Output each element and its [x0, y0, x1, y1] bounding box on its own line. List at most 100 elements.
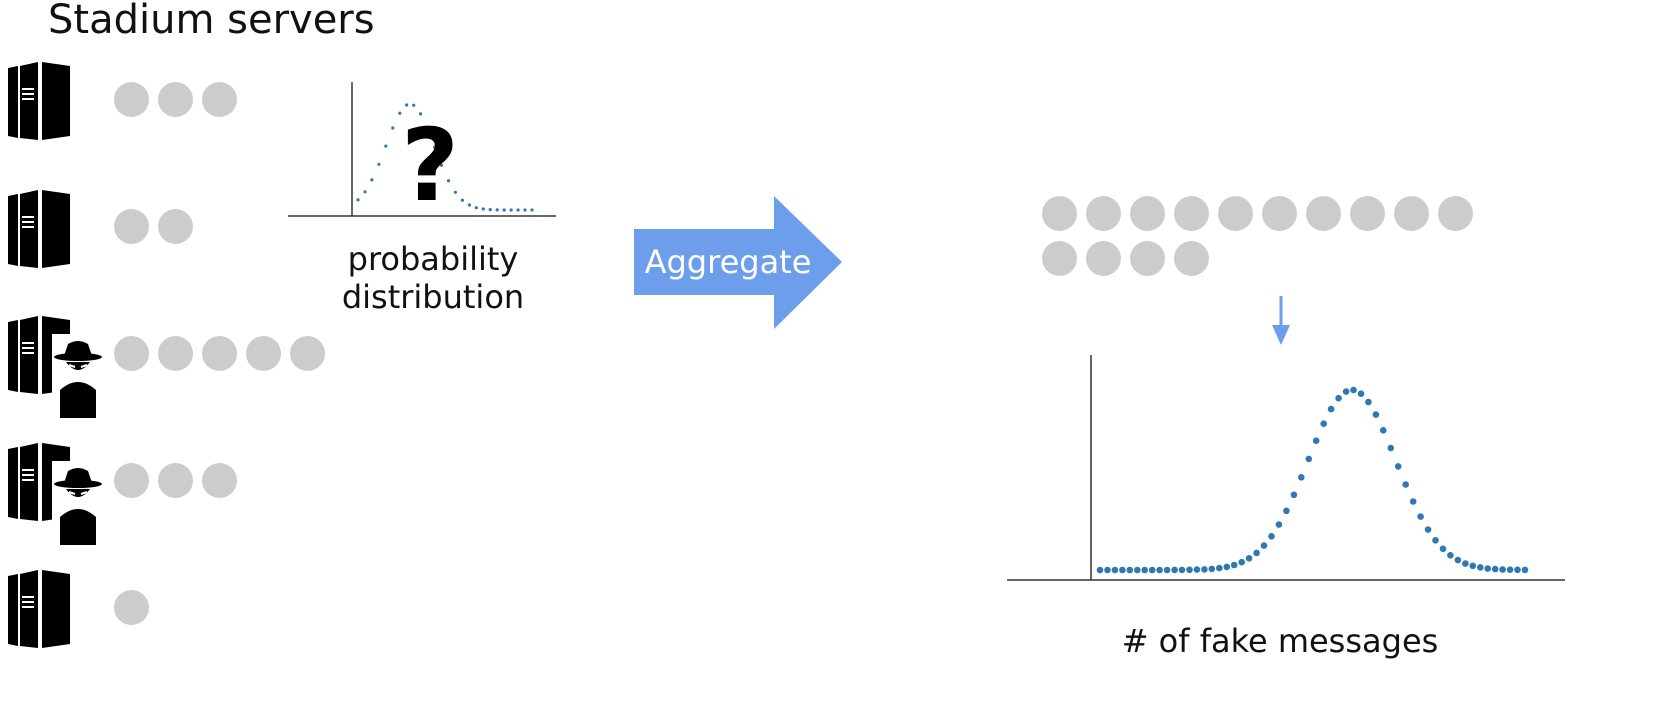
message-dot: [1130, 241, 1165, 276]
message-dot: [158, 209, 193, 244]
distribution-point: [1380, 427, 1387, 434]
distribution-point: [481, 207, 485, 211]
message-dot: [1394, 196, 1429, 231]
distribution-point: [1245, 555, 1253, 562]
server-icon: [8, 570, 70, 648]
message-dot: [1306, 196, 1341, 231]
distribution-point: [1424, 526, 1432, 533]
message-dot: [158, 463, 193, 498]
distribution-point: [1096, 566, 1104, 574]
distribution-point: [1230, 561, 1238, 569]
message-dot: [158, 336, 193, 371]
distribution-point: [1402, 481, 1409, 488]
distribution-point: [1283, 507, 1290, 515]
distribution-point: [1521, 566, 1529, 574]
distribution-point: [530, 208, 534, 212]
message-dot: [114, 463, 149, 498]
message-dot: [1042, 241, 1077, 276]
distribution-point: [1171, 566, 1178, 574]
distribution-point: [1163, 566, 1171, 574]
distribution-point: [1111, 566, 1119, 574]
distribution-point: [1208, 565, 1216, 573]
distribution-point: [1499, 566, 1506, 573]
distribution-point: [370, 178, 374, 182]
distribution-point: [474, 206, 478, 210]
message-dot: [1130, 196, 1165, 231]
distribution-point: [1462, 560, 1469, 567]
distribution-point: [1417, 513, 1424, 520]
message-dot: [290, 336, 325, 371]
distribution-point: [1141, 566, 1148, 574]
distribution-point: [1350, 386, 1357, 394]
aggregate-messages: [1042, 196, 1482, 276]
distribution-point: [516, 208, 520, 212]
message-dot: [158, 82, 193, 117]
distribution-point: [1298, 474, 1305, 481]
small-chart-points: [356, 103, 534, 212]
distribution-point: [495, 208, 499, 212]
distribution-point: [453, 190, 457, 194]
distribution-point: [1342, 388, 1350, 395]
distribution-point: [439, 163, 444, 167]
server-1-messages: [114, 82, 237, 117]
distribution-point: [405, 103, 409, 107]
distribution-point: [1119, 566, 1126, 574]
distribution-point: [1148, 566, 1156, 574]
spy-icon: [52, 461, 106, 545]
distribution-point: [1514, 566, 1521, 574]
message-dot: [114, 209, 149, 244]
server-icon: [8, 62, 70, 140]
distribution-point: [1216, 564, 1223, 572]
distribution-point: [1201, 566, 1208, 573]
message-dot: [1174, 196, 1209, 231]
message-dot: [1438, 196, 1473, 231]
message-dot: [1042, 196, 1077, 231]
page-title: Stadium servers: [48, 0, 375, 43]
distribution-point: [1305, 455, 1313, 463]
server-5-messages: [114, 590, 149, 625]
distribution-point: [1260, 542, 1268, 549]
distribution-point: [502, 208, 506, 212]
distribution-point: [1290, 491, 1298, 499]
distribution-point: [1268, 533, 1275, 540]
distribution-point: [391, 126, 395, 130]
distribution-point: [1178, 566, 1186, 574]
distribution-point: [1312, 437, 1320, 445]
message-dot: [202, 82, 237, 117]
distribution-point: [1134, 566, 1141, 574]
distribution-point: [1193, 566, 1201, 573]
distribution-point: [460, 198, 464, 202]
distribution-point: [1394, 463, 1402, 470]
distribution-point: [1477, 564, 1484, 571]
distribution-point: [1484, 565, 1491, 572]
distribution-point: [1387, 444, 1395, 452]
distribution-point: [523, 208, 527, 212]
message-dot: [1350, 196, 1385, 231]
message-dot: [114, 82, 149, 117]
question-mark-icon: ?: [401, 107, 459, 224]
distribution-point: [1156, 566, 1163, 574]
distribution-point: [1439, 545, 1447, 553]
distribution-point: [1238, 558, 1245, 566]
message-dot: [1218, 196, 1253, 231]
message-dot: [114, 590, 149, 625]
server-4-messages: [114, 463, 237, 498]
server-icon: [8, 190, 70, 268]
distribution-point: [1253, 549, 1260, 557]
distribution-point: [398, 111, 402, 115]
distribution-point: [1491, 565, 1499, 573]
distribution-point: [1275, 521, 1283, 528]
message-dot: [114, 336, 149, 371]
distribution-point: [1454, 556, 1462, 564]
distribution-point: [1223, 563, 1231, 571]
distribution-point: [1409, 498, 1417, 505]
distribution-point: [1186, 566, 1193, 574]
distribution-point: [1126, 566, 1134, 574]
distribution-point: [1365, 398, 1372, 406]
small-chart-label: probability distribution: [318, 240, 548, 316]
small-chart-label-line1: probability: [347, 240, 519, 278]
message-dot: [1086, 241, 1121, 276]
distribution-point: [363, 190, 367, 194]
distribution-point: [467, 203, 471, 207]
server-3-messages: [114, 336, 325, 371]
